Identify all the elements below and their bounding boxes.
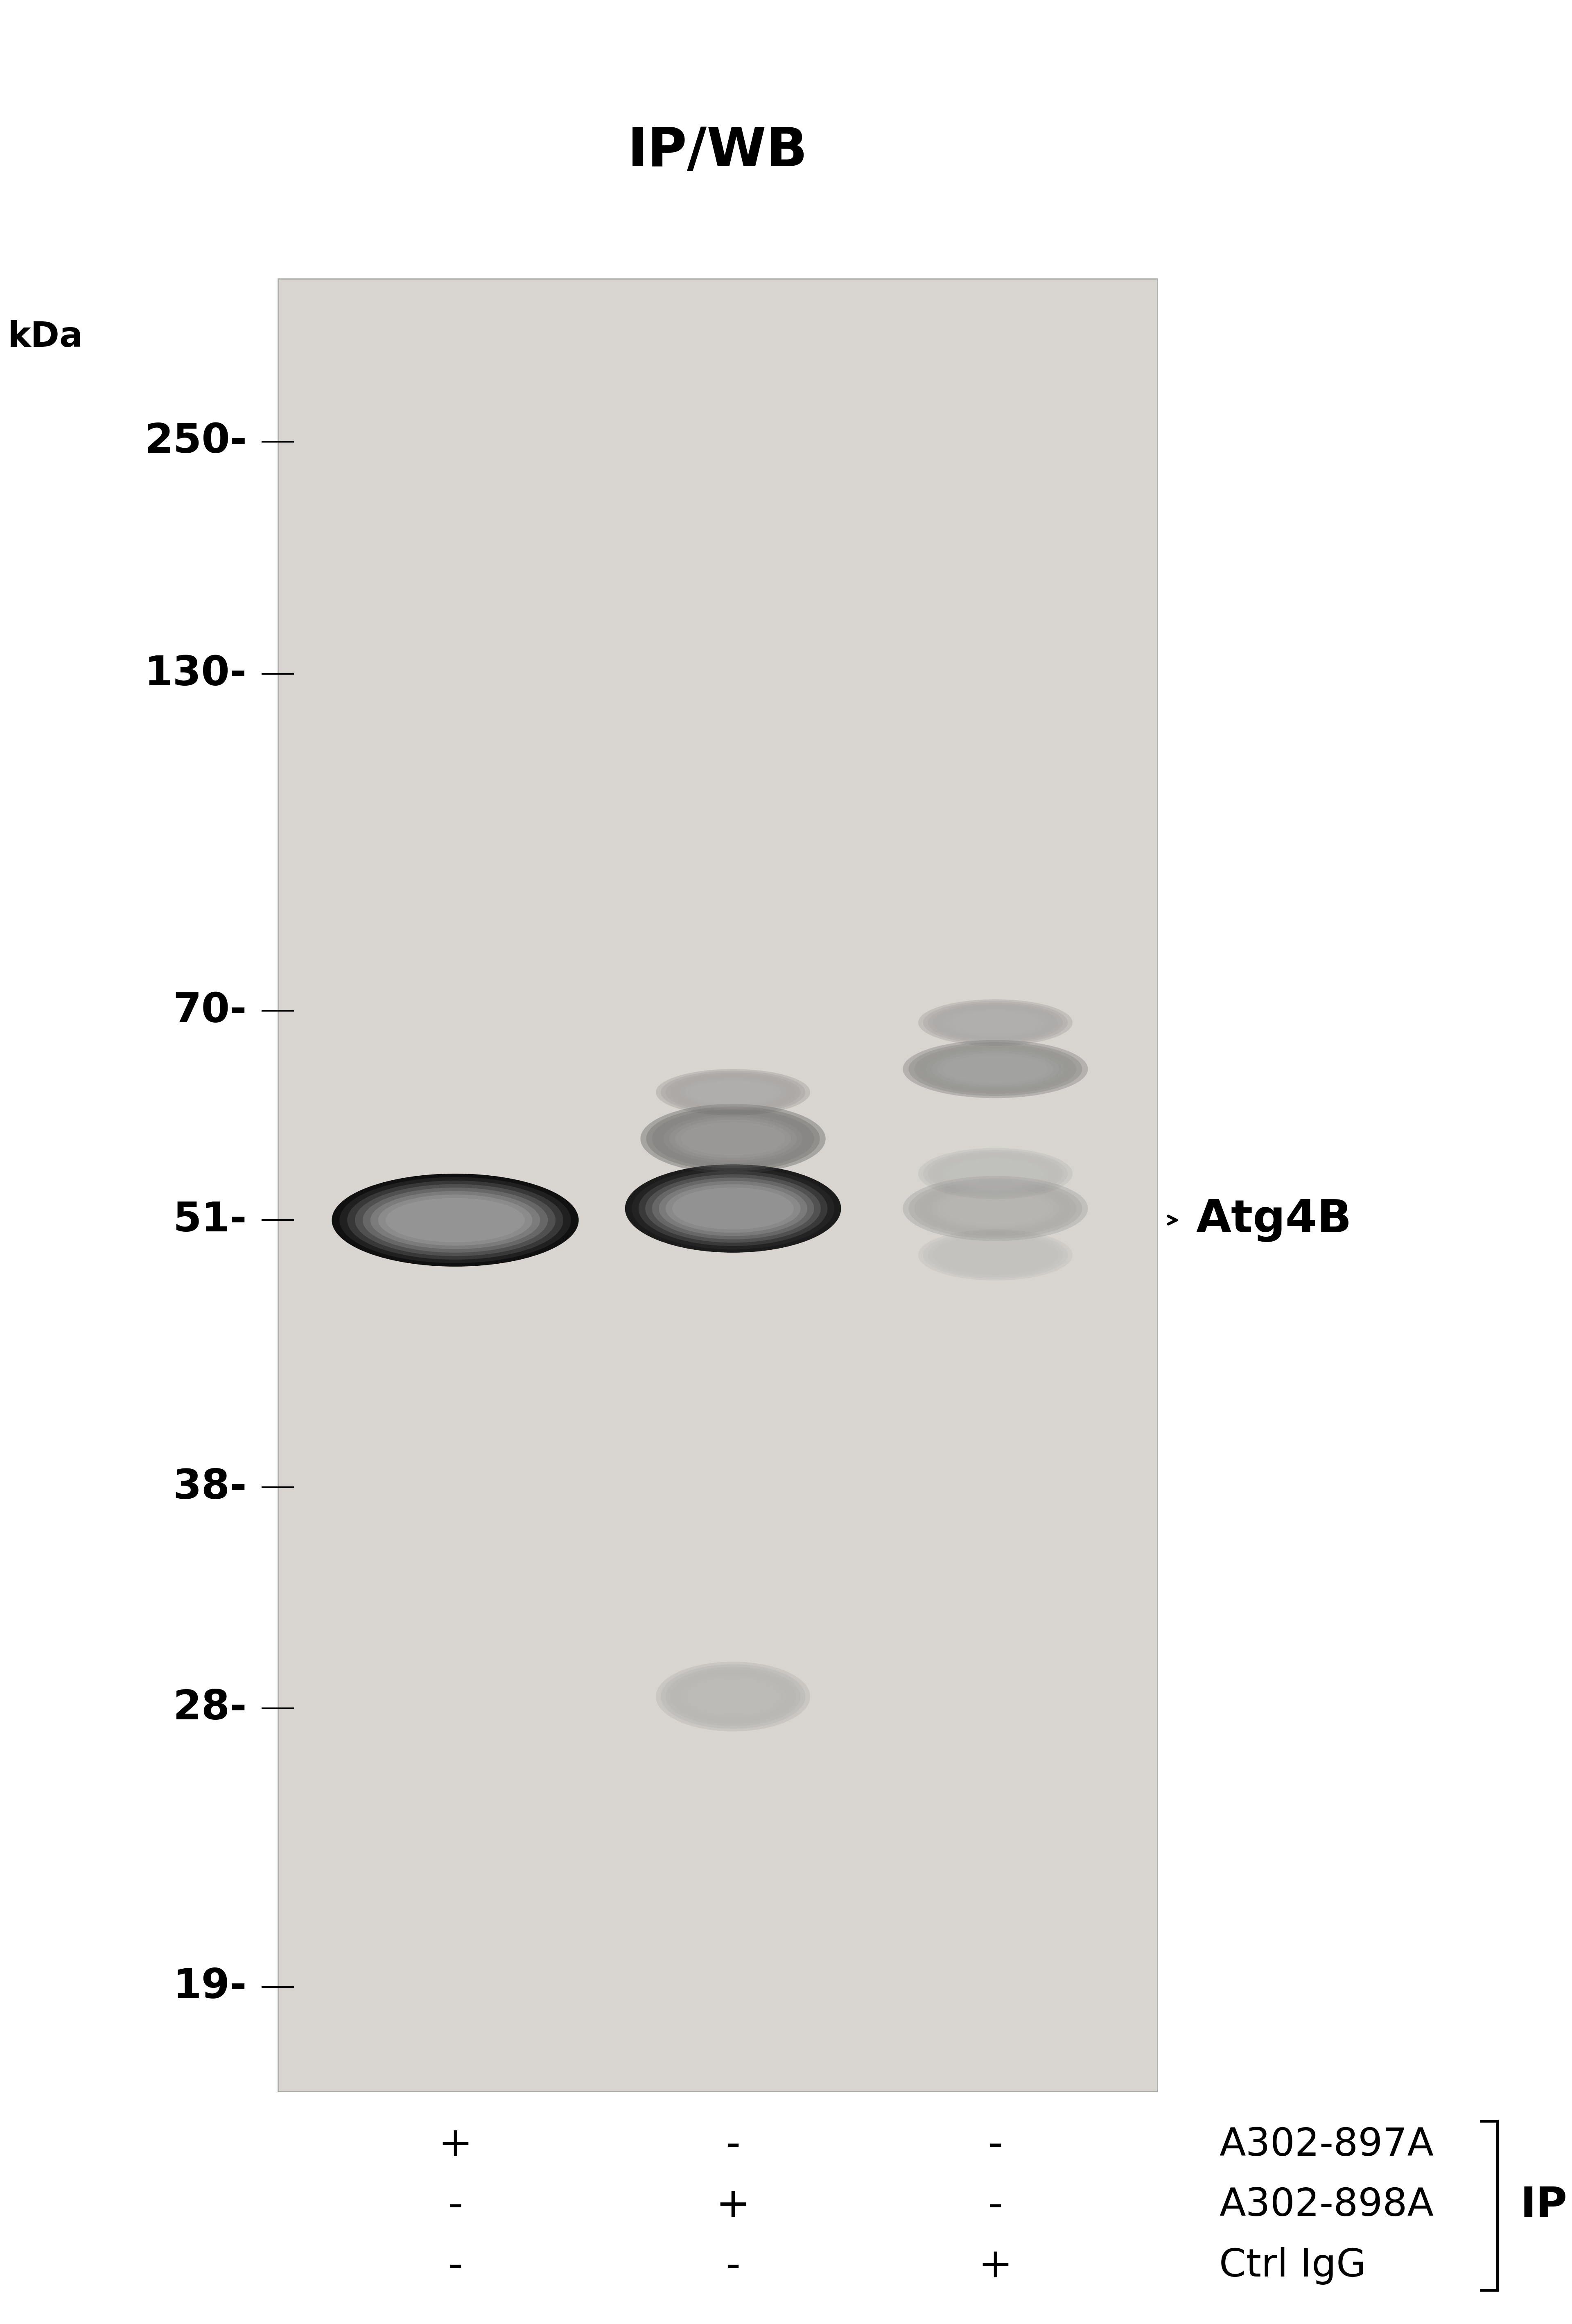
Ellipse shape <box>652 1178 814 1239</box>
Ellipse shape <box>926 1185 1064 1232</box>
Ellipse shape <box>363 1188 547 1253</box>
Ellipse shape <box>660 1664 805 1729</box>
Ellipse shape <box>926 1048 1064 1090</box>
Ellipse shape <box>663 1116 802 1164</box>
Ellipse shape <box>665 1185 800 1232</box>
Ellipse shape <box>927 1153 1063 1195</box>
Ellipse shape <box>927 1234 1063 1276</box>
Ellipse shape <box>902 1176 1088 1241</box>
Ellipse shape <box>332 1174 578 1267</box>
Text: -: - <box>448 2245 462 2287</box>
Ellipse shape <box>656 1069 810 1116</box>
Ellipse shape <box>902 1041 1088 1099</box>
Ellipse shape <box>932 1004 1058 1041</box>
Ellipse shape <box>942 1009 1049 1037</box>
FancyBboxPatch shape <box>278 279 1157 2092</box>
Ellipse shape <box>674 1120 791 1157</box>
Ellipse shape <box>923 1232 1067 1278</box>
Text: kDa: kDa <box>8 321 83 353</box>
Text: -: - <box>987 2124 1003 2166</box>
Ellipse shape <box>646 1106 821 1171</box>
Ellipse shape <box>670 1118 797 1160</box>
Text: -: - <box>987 2185 1003 2226</box>
Ellipse shape <box>385 1199 525 1243</box>
Ellipse shape <box>937 1190 1053 1227</box>
Text: 70-: 70- <box>173 990 247 1032</box>
Ellipse shape <box>918 1148 1072 1199</box>
Text: Atg4B: Atg4B <box>1196 1199 1352 1241</box>
Ellipse shape <box>673 1188 794 1229</box>
Text: 51-: 51- <box>173 1199 247 1241</box>
Ellipse shape <box>347 1181 563 1260</box>
Ellipse shape <box>909 1041 1082 1097</box>
Ellipse shape <box>927 1004 1063 1041</box>
Ellipse shape <box>379 1195 533 1246</box>
Ellipse shape <box>937 1236 1053 1274</box>
Text: -: - <box>726 2245 740 2287</box>
Text: IP/WB: IP/WB <box>627 125 808 177</box>
Text: +: + <box>715 2185 750 2226</box>
Text: 250-: 250- <box>145 421 247 462</box>
Ellipse shape <box>371 1192 541 1250</box>
Text: -: - <box>726 2124 740 2166</box>
Ellipse shape <box>657 1111 808 1167</box>
Text: A302-898A: A302-898A <box>1220 2187 1434 2224</box>
Ellipse shape <box>915 1181 1077 1236</box>
Ellipse shape <box>340 1176 571 1264</box>
Ellipse shape <box>681 1676 786 1717</box>
Text: 28-: 28- <box>173 1687 247 1729</box>
Text: Ctrl IgG: Ctrl IgG <box>1220 2247 1366 2284</box>
Ellipse shape <box>670 1074 795 1111</box>
Ellipse shape <box>659 1181 808 1236</box>
Ellipse shape <box>626 1164 841 1253</box>
Ellipse shape <box>674 1076 791 1109</box>
Ellipse shape <box>665 1666 800 1727</box>
Ellipse shape <box>923 1002 1067 1043</box>
Ellipse shape <box>355 1185 555 1257</box>
Ellipse shape <box>932 1153 1058 1195</box>
Text: -: - <box>448 2185 462 2226</box>
Ellipse shape <box>937 1155 1053 1192</box>
Ellipse shape <box>632 1167 835 1250</box>
Ellipse shape <box>638 1171 827 1246</box>
Ellipse shape <box>942 1157 1049 1190</box>
Ellipse shape <box>918 999 1072 1046</box>
Ellipse shape <box>674 1673 791 1720</box>
Ellipse shape <box>937 1053 1053 1085</box>
Ellipse shape <box>915 1043 1077 1095</box>
Text: +: + <box>978 2245 1012 2287</box>
Ellipse shape <box>640 1104 825 1174</box>
Ellipse shape <box>932 1234 1058 1276</box>
Ellipse shape <box>656 1662 810 1731</box>
Ellipse shape <box>932 1050 1060 1088</box>
Ellipse shape <box>918 1229 1072 1281</box>
Ellipse shape <box>923 1150 1067 1197</box>
Ellipse shape <box>645 1174 821 1243</box>
Text: IP: IP <box>1520 2185 1567 2226</box>
Ellipse shape <box>937 1006 1053 1039</box>
Text: 38-: 38- <box>173 1466 247 1508</box>
Ellipse shape <box>909 1178 1082 1239</box>
Ellipse shape <box>920 1046 1071 1092</box>
Text: 130-: 130- <box>145 653 247 695</box>
Ellipse shape <box>685 1078 781 1106</box>
Ellipse shape <box>665 1074 800 1113</box>
Ellipse shape <box>660 1071 805 1113</box>
Text: +: + <box>439 2124 473 2166</box>
Ellipse shape <box>652 1109 814 1169</box>
Ellipse shape <box>920 1183 1071 1234</box>
Text: 19-: 19- <box>173 1966 247 2008</box>
Text: A302-897A: A302-897A <box>1220 2126 1434 2164</box>
Ellipse shape <box>670 1669 795 1724</box>
Ellipse shape <box>681 1078 786 1106</box>
Ellipse shape <box>932 1188 1060 1229</box>
